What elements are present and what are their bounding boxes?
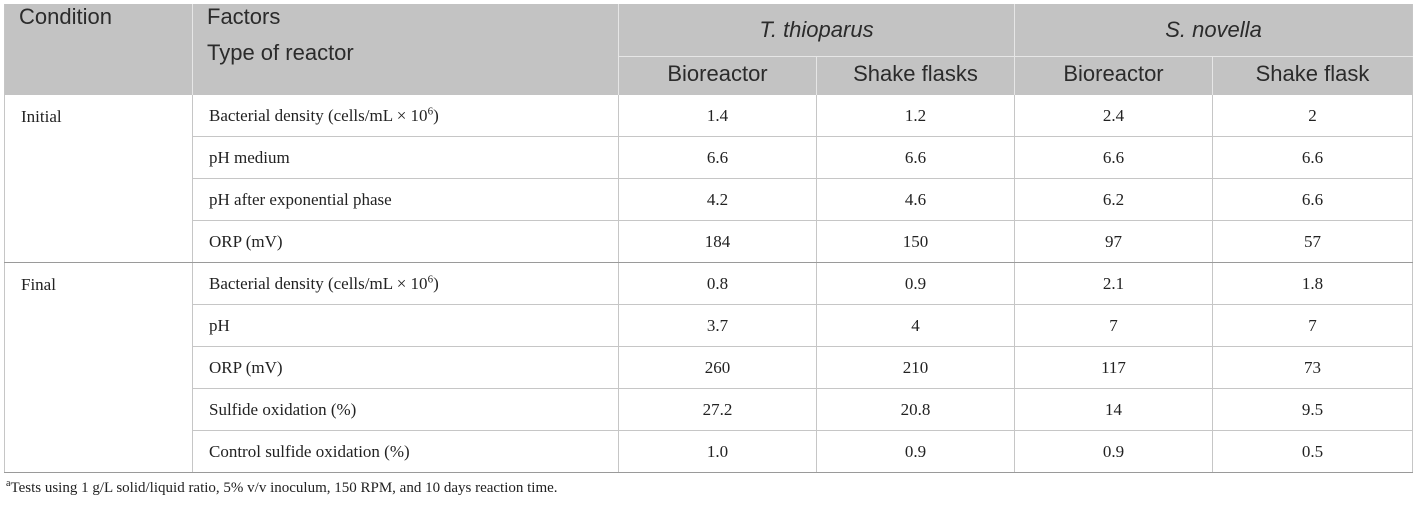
- value-cell: 1.8: [1212, 262, 1413, 305]
- value-cell: 73: [1212, 346, 1413, 389]
- header-sub-bioreactor-1: Bioreactor: [618, 56, 817, 95]
- value-cell: 97: [1014, 220, 1213, 263]
- value-cell: 2: [1212, 95, 1413, 137]
- factor-cell: Control sulfide oxidation (%): [192, 430, 619, 473]
- table-row: pH medium 6.6 6.6 6.6 6.6: [5, 136, 1413, 179]
- value-cell: 1.2: [816, 95, 1015, 137]
- factor-cell: ORP (mV): [192, 220, 619, 263]
- value-cell: 0.5: [1212, 430, 1413, 473]
- header-group-t-thioparus: T. thioparus: [618, 4, 1015, 57]
- table-row: Initial Bacterial density (cells/mL × 10…: [4, 95, 1413, 263]
- table-row: pH 3.7 4 7 7: [5, 304, 1413, 347]
- value-cell: 1.0: [618, 430, 817, 473]
- factor-cell: Sulfide oxidation (%): [192, 388, 619, 431]
- value-cell: 0.9: [816, 430, 1015, 473]
- results-table: Condition Factors Type of reactor T. thi…: [4, 4, 1413, 473]
- table-row: Control sulfide oxidation (%) 1.0 0.9 0.…: [5, 430, 1413, 473]
- value-cell: 260: [618, 346, 817, 389]
- table-row: Final Bacterial density (cells/mL × 106)…: [4, 262, 1413, 473]
- value-cell: 57: [1212, 220, 1413, 263]
- value-cell: 0.9: [816, 262, 1015, 305]
- table-row: pH after exponential phase 4.2 4.6 6.2 6…: [5, 178, 1413, 221]
- table-footnote: aTests using 1 g/L solid/liquid ratio, 5…: [6, 478, 558, 497]
- value-cell: 1.4: [618, 95, 817, 137]
- value-cell: 27.2: [618, 388, 817, 431]
- factor-cell: ORP (mV): [192, 346, 619, 389]
- value-cell: 210: [816, 346, 1015, 389]
- value-cell: 6.6: [1212, 136, 1413, 179]
- value-cell: 6.6: [816, 136, 1015, 179]
- value-cell: 20.8: [816, 388, 1015, 431]
- value-cell: 6.6: [618, 136, 817, 179]
- table-body: Initial Bacterial density (cells/mL × 10…: [4, 95, 1413, 473]
- header-sub-bioreactor-2: Bioreactor: [1014, 56, 1213, 95]
- value-cell: 150: [816, 220, 1015, 263]
- table-row: ORP (mV) 260 210 117 73: [5, 346, 1413, 389]
- value-cell: 117: [1014, 346, 1213, 389]
- header-condition: Condition: [4, 4, 193, 95]
- header-group-s-novella: S. novella: [1014, 4, 1413, 57]
- value-cell: 0.9: [1014, 430, 1213, 473]
- value-cell: 6.6: [1212, 178, 1413, 221]
- factor-cell: pH medium: [192, 136, 619, 179]
- header-type-of-reactor: Type of reactor: [207, 40, 354, 65]
- table-header: Condition Factors Type of reactor T. thi…: [4, 4, 1413, 95]
- value-cell: 7: [1212, 304, 1413, 347]
- condition-cell: Initial: [4, 95, 193, 263]
- factor-cell: pH: [192, 304, 619, 347]
- header-factors: Factors Type of reactor: [192, 4, 619, 95]
- value-cell: 14: [1014, 388, 1213, 431]
- value-cell: 4.2: [618, 178, 817, 221]
- header-factors-label: Factors: [207, 4, 281, 29]
- table-row: ORP (mV) 184 150 97 57: [5, 220, 1413, 263]
- value-cell: 3.7: [618, 304, 817, 347]
- value-cell: 9.5: [1212, 388, 1413, 431]
- condition-cell: Final: [4, 262, 193, 473]
- footnote-text: Tests using 1 g/L solid/liquid ratio, 5%…: [10, 480, 558, 496]
- factor-cell: Bacterial density (cells/mL × 106): [192, 95, 619, 137]
- value-cell: 6.2: [1014, 178, 1213, 221]
- footnote-marker: a: [6, 478, 11, 489]
- factor-cell: Bacterial density (cells/mL × 106): [192, 262, 619, 305]
- table-row: Sulfide oxidation (%) 27.2 20.8 14 9.5: [5, 388, 1413, 431]
- value-cell: 184: [618, 220, 817, 263]
- value-cell: 7: [1014, 304, 1213, 347]
- header-sub-shake-flask: Shake flask: [1212, 56, 1413, 95]
- value-cell: 2.4: [1014, 95, 1213, 137]
- value-cell: 4.6: [816, 178, 1015, 221]
- value-cell: 2.1: [1014, 262, 1213, 305]
- factor-cell: pH after exponential phase: [192, 178, 619, 221]
- value-cell: 0.8: [618, 262, 817, 305]
- header-sub-shake-flasks: Shake flasks: [816, 56, 1015, 95]
- value-cell: 4: [816, 304, 1015, 347]
- value-cell: 6.6: [1014, 136, 1213, 179]
